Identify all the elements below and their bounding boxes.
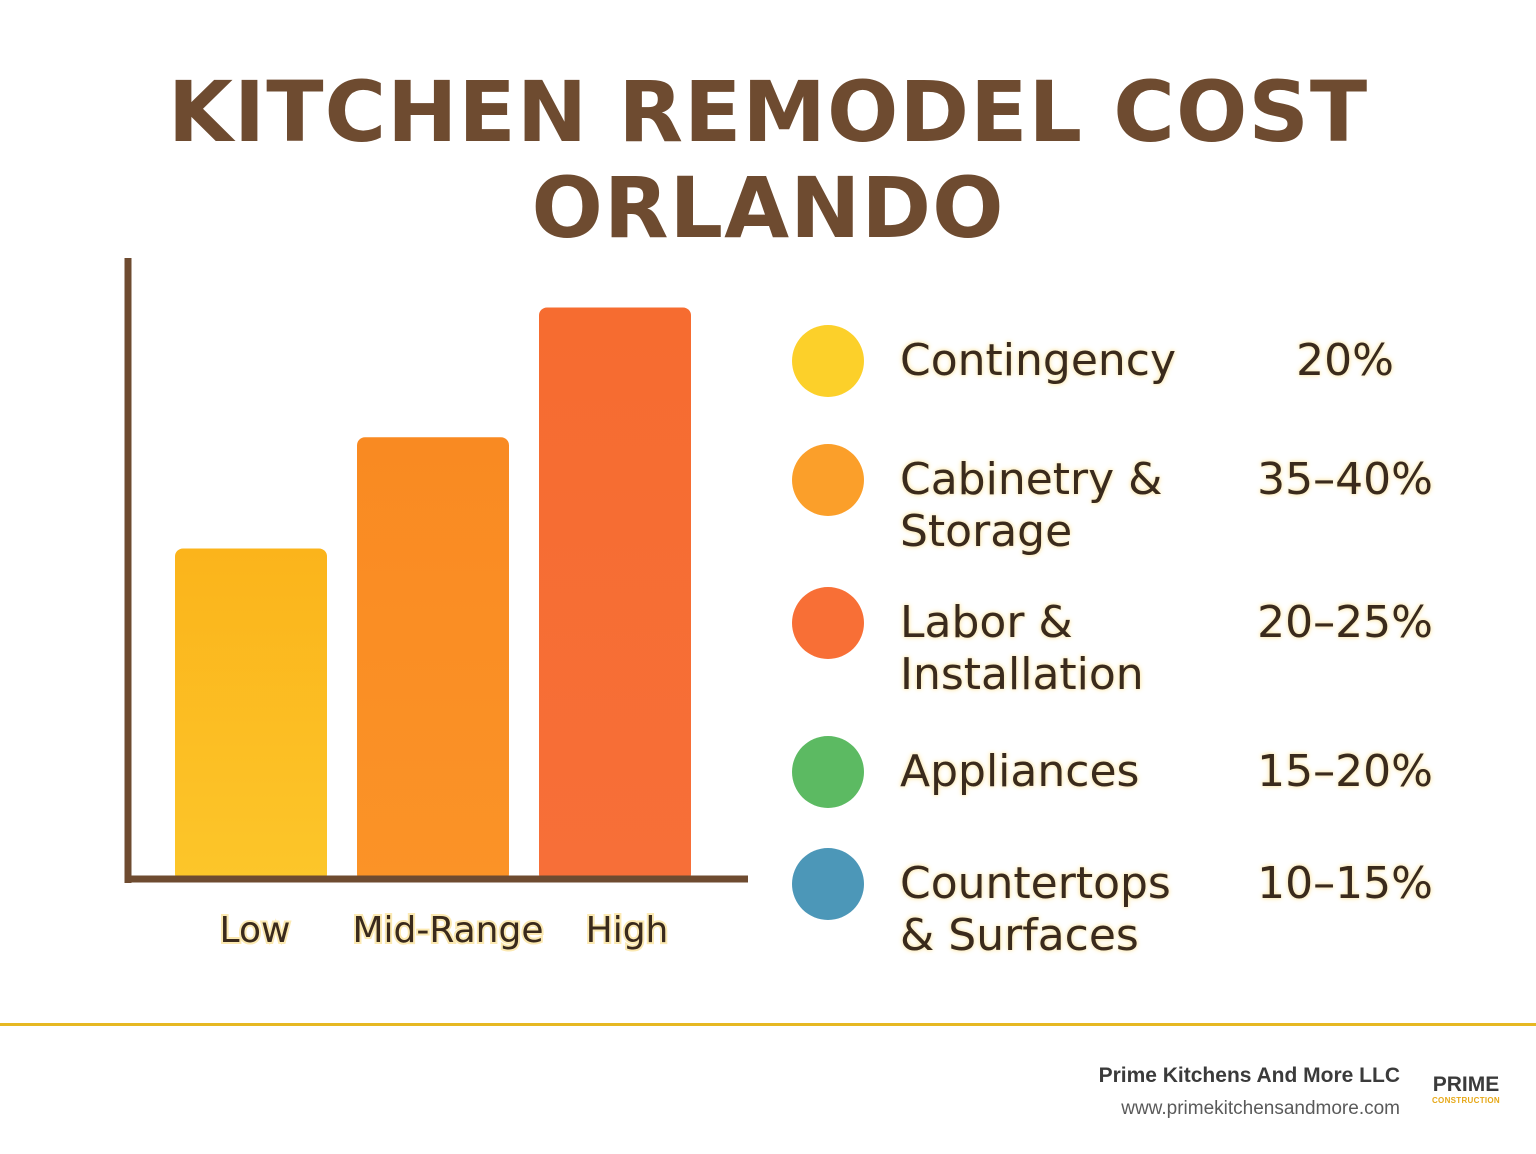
legend-label: Contingency <box>900 335 1230 387</box>
legend-value: 35–40% <box>1257 454 1433 505</box>
legend-label: Labor & Installation <box>900 597 1230 701</box>
legend-label-line: Installation <box>900 649 1144 700</box>
company-name: Prime Kitchens And More LLC <box>1098 1064 1400 1087</box>
legend-label-line: Contingency <box>900 335 1177 386</box>
legend-color-dot <box>792 848 864 920</box>
legend-label: Appliances <box>900 746 1230 798</box>
legend-color-dot <box>792 736 864 808</box>
legend-value: 10–15% <box>1257 858 1433 909</box>
legend-label-line: Labor & <box>900 597 1073 648</box>
bar-mid-range <box>357 437 509 882</box>
footer-divider <box>0 1023 1536 1026</box>
bar-high <box>539 307 691 882</box>
bar-chart: Low Mid-Range High <box>124 258 748 953</box>
legend-label-line: Storage <box>900 506 1073 557</box>
logo-wordmark: PRIME <box>1432 1073 1500 1096</box>
bar-low <box>175 548 327 882</box>
x-tick-label: High <box>586 910 669 951</box>
chart-title-line-2: ORLANDO <box>531 159 1005 257</box>
legend-label-line: Appliances <box>900 746 1140 797</box>
logo-tagline: CONSTRUCTION <box>1431 1096 1501 1105</box>
legend-value: 20% <box>1296 335 1394 386</box>
company-logo: PRIME CONSTRUCTION <box>1428 1073 1504 1106</box>
legend-value: 20–25% <box>1257 597 1433 648</box>
x-tick-label: Mid-Range <box>352 910 543 951</box>
company-url: www.primekitchensandmore.com <box>1121 1098 1400 1119</box>
chart-title-line-1: KITCHEN REMODEL COST <box>167 63 1369 161</box>
legend-color-dot <box>792 587 864 659</box>
legend-label: Cabinetry & Storage <box>900 454 1230 558</box>
legend-value: 15–20% <box>1257 746 1433 797</box>
legend-label-line: Cabinetry & <box>900 454 1163 505</box>
chart-title: KITCHEN REMODEL COST ORLANDO <box>0 64 1536 256</box>
legend-label: Countertops & Surfaces <box>900 858 1230 962</box>
legend: Contingency 20% Cabinetry & Storage 35–40% La… <box>792 325 1433 962</box>
x-tick-label: Low <box>220 910 291 951</box>
legend-label-line: Countertops <box>900 858 1171 909</box>
legend-label-line: & Surfaces <box>900 910 1139 961</box>
legend-color-dot <box>792 325 864 397</box>
legend-color-dot <box>792 444 864 516</box>
